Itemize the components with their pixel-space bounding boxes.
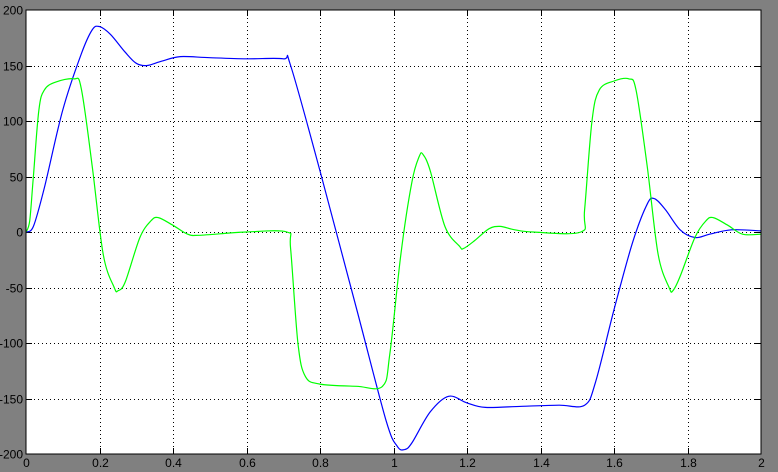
x-tick-label: 1 <box>391 456 398 470</box>
x-tick-label: 0.4 <box>165 456 182 470</box>
x-tick-label: 0.8 <box>312 456 329 470</box>
x-tick-label: 1.2 <box>459 456 476 470</box>
y-tick-label: 0 <box>16 226 23 240</box>
tick-labels: 0 0.2 0.4 0.6 0.8 1 1.2 1.4 1.6 1.8 2200150100500-… <box>0 4 765 471</box>
x-tick-label: 2 <box>758 456 765 470</box>
y-tick-label: 50 <box>10 171 24 185</box>
x-tick-label: 1.8 <box>680 456 697 470</box>
y-tick-label: -150 <box>0 393 23 407</box>
x-tick-label: 0 <box>23 456 30 470</box>
y-tick-label: 200 <box>3 4 23 18</box>
y-tick-label: -100 <box>0 337 23 351</box>
series-line-2 <box>25 77 762 390</box>
series-line-1 <box>25 25 762 451</box>
x-tick-label: 1.6 <box>606 456 623 470</box>
y-tick-label: 100 <box>3 115 23 129</box>
plot-frame <box>25 9 762 455</box>
y-tick-label: -50 <box>6 282 24 296</box>
series-lines <box>25 25 762 451</box>
y-tick-label: -200 <box>0 448 23 462</box>
x-tick-label: 0.2 <box>92 456 109 470</box>
x-tick-label: 0.6 <box>239 456 256 470</box>
grid <box>26 10 761 454</box>
y-tick-label: 150 <box>3 60 23 74</box>
x-tick-label: 1.4 <box>533 456 550 470</box>
